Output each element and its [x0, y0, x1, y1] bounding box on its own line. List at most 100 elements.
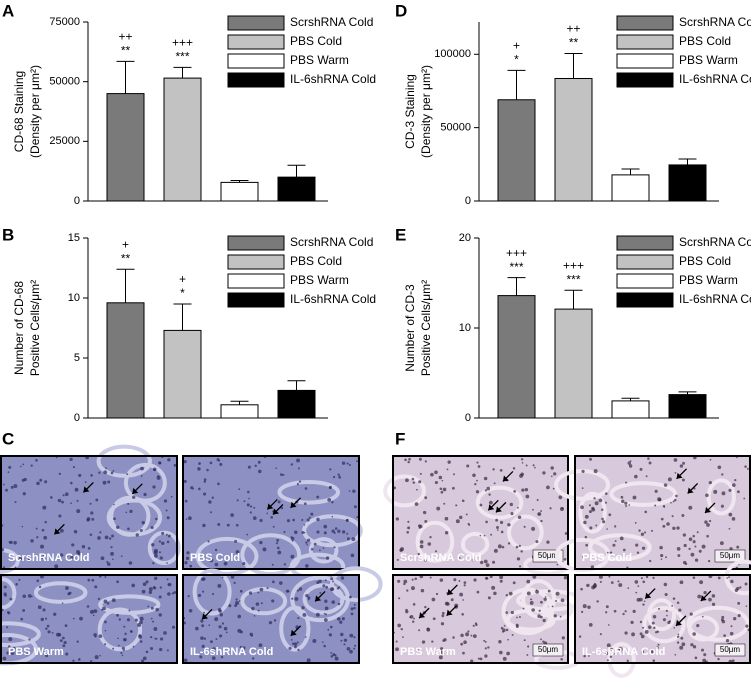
nucleus	[721, 473, 724, 476]
nucleus	[310, 512, 314, 516]
nucleus	[458, 580, 461, 582]
nucleus	[508, 591, 513, 596]
y-axis-label: Number of CD-68	[12, 281, 26, 375]
tubule	[607, 642, 636, 678]
nucleus	[465, 632, 470, 637]
nucleus	[634, 580, 639, 584]
nucleus	[544, 596, 547, 598]
nucleus	[297, 648, 300, 652]
nucleus	[249, 632, 253, 636]
nucleus	[343, 643, 346, 646]
nucleus	[707, 559, 711, 563]
nucleus	[555, 599, 558, 602]
nucleus	[332, 580, 334, 583]
nucleus	[510, 610, 514, 615]
nucleus	[71, 543, 75, 547]
nucleus	[135, 533, 139, 537]
nucleus	[480, 560, 484, 565]
nucleus	[120, 651, 123, 655]
nucleus	[287, 590, 290, 593]
nucleus	[507, 523, 511, 527]
tubule	[97, 607, 143, 652]
arrow-head	[290, 501, 297, 508]
nucleus	[7, 611, 11, 615]
nucleus	[296, 641, 299, 644]
nucleus	[588, 510, 592, 514]
nucleus	[142, 582, 147, 587]
nucleus	[407, 460, 410, 464]
nucleus	[38, 585, 42, 589]
nucleus	[470, 659, 474, 663]
nucleus	[729, 631, 734, 636]
nucleus	[485, 563, 490, 568]
nucleus	[209, 511, 213, 514]
nucleus	[331, 501, 334, 504]
nucleus	[538, 609, 541, 612]
panel-letter: E	[395, 225, 406, 244]
nucleus	[200, 619, 204, 623]
nucleus	[450, 598, 454, 602]
nucleus	[166, 578, 169, 581]
bar	[220, 404, 259, 419]
nucleus	[662, 524, 666, 528]
nucleus	[505, 628, 509, 632]
nucleus	[542, 640, 545, 643]
nucleus	[717, 657, 720, 661]
nucleus	[546, 540, 550, 544]
nucleus	[40, 617, 44, 622]
nucleus	[42, 608, 46, 612]
nucleus	[690, 552, 695, 557]
nucleus	[211, 656, 216, 661]
nucleus	[563, 557, 567, 561]
nucleus	[424, 496, 428, 500]
nucleus	[540, 638, 542, 641]
micrograph-border	[574, 574, 751, 664]
nucleus	[327, 498, 332, 502]
micrograph-label: PBS Warm	[400, 646, 456, 658]
nucleus	[510, 512, 514, 516]
nucleus	[112, 470, 115, 472]
arrow-head	[488, 504, 495, 511]
nucleus	[21, 525, 24, 528]
nucleus	[663, 582, 668, 587]
nucleus	[107, 562, 111, 566]
nucleus	[111, 534, 114, 538]
bar	[163, 329, 202, 419]
nucleus	[93, 609, 98, 614]
nucleus	[444, 516, 449, 521]
arrow-head	[676, 472, 683, 479]
nucleus	[684, 562, 688, 566]
nucleus	[431, 597, 436, 602]
nucleus	[583, 654, 586, 658]
nucleus	[638, 529, 641, 532]
significance-mark: ***	[566, 272, 580, 286]
nucleus	[22, 594, 26, 599]
nucleus	[493, 482, 496, 485]
nucleus	[330, 655, 334, 658]
micrograph	[182, 455, 363, 581]
nucleus	[713, 489, 718, 494]
nucleus	[148, 590, 153, 594]
nucleus	[553, 614, 557, 618]
arrow-head	[267, 503, 274, 510]
nucleus	[396, 558, 399, 561]
nucleus	[348, 490, 351, 492]
nucleus	[155, 607, 159, 612]
nucleus	[103, 599, 108, 604]
nucleus	[323, 644, 326, 648]
nucleus	[560, 657, 563, 661]
nucleus	[72, 659, 75, 662]
nucleus	[647, 625, 652, 629]
nucleus	[350, 612, 354, 616]
nucleus	[500, 626, 504, 630]
nucleus	[412, 620, 415, 623]
nucleus	[275, 542, 279, 545]
nucleus	[505, 611, 509, 614]
nucleus	[632, 609, 636, 614]
legend-label: PBS Warm	[290, 53, 349, 67]
nucleus	[663, 483, 668, 487]
nucleus	[657, 643, 660, 646]
nucleus	[458, 557, 461, 560]
nucleus	[262, 547, 267, 552]
nucleus	[463, 584, 466, 587]
